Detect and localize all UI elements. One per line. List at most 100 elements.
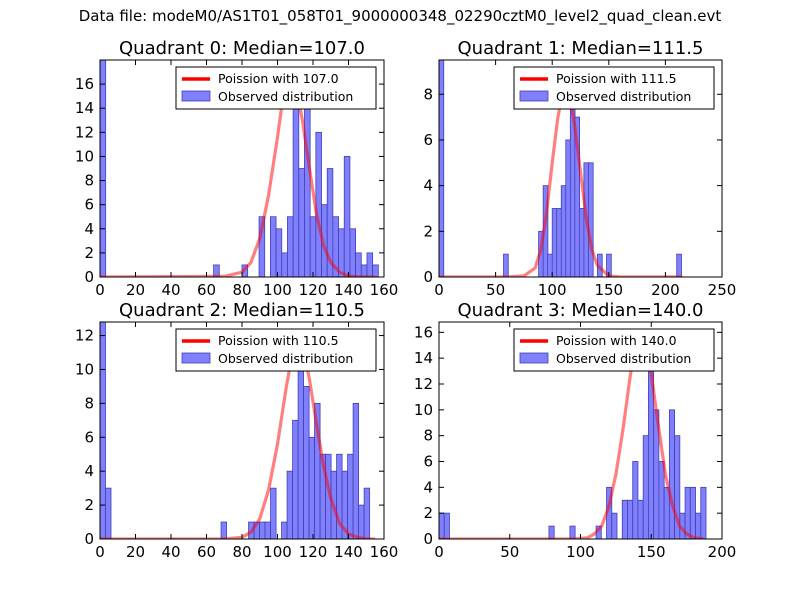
legend-bar-swatch — [181, 90, 211, 102]
histogram-bar — [358, 504, 365, 539]
x-tick-label: 100 — [538, 281, 567, 299]
histogram-bar — [372, 264, 379, 277]
histogram-bar — [281, 252, 288, 277]
histogram-bar — [292, 419, 299, 539]
histogram-bar — [578, 208, 585, 277]
legend-box — [175, 66, 377, 110]
x-tick-label: 0 — [95, 281, 105, 299]
x-tick-label: 200 — [708, 543, 737, 561]
histogram-bar — [569, 525, 576, 539]
histogram-bar — [668, 409, 675, 539]
chart-title: Quadrant 3: Median=140.0 — [458, 300, 704, 321]
y-tick-label: 6 — [423, 131, 433, 149]
x-tick-label: 150 — [637, 543, 666, 561]
legend-label-observed: Observed distribution — [218, 89, 353, 104]
legend-label-poisson: Poission with 110.5 — [218, 333, 339, 348]
histogram-bar — [269, 216, 277, 277]
histogram-bar — [315, 131, 322, 277]
histogram-bar — [443, 512, 450, 539]
histogram-bar — [548, 525, 555, 539]
x-tick-label: 20 — [126, 543, 145, 561]
legend-bar-swatch — [519, 90, 549, 102]
x-tick-label: 150 — [594, 281, 623, 299]
y-tick-label: 14 — [75, 99, 94, 117]
histogram-bar — [343, 156, 351, 277]
x-tick-label: 100 — [263, 281, 292, 299]
histogram-bar — [270, 487, 277, 539]
x-tick-label: 140 — [334, 281, 363, 299]
histogram-bar — [259, 521, 266, 539]
legend-label-poisson: Poission with 111.5 — [556, 71, 677, 86]
legend-box — [175, 328, 377, 372]
histogram-bar — [297, 352, 304, 539]
histogram-bar — [366, 252, 374, 277]
x-tick-label: 250 — [708, 281, 737, 299]
histogram-bar — [309, 216, 317, 277]
histogram-bar — [286, 470, 293, 539]
chart-title: Quadrant 0: Median=107.0 — [119, 38, 365, 59]
histogram-bar — [287, 216, 294, 277]
x-tick-label: 120 — [299, 281, 328, 299]
legend: Poission with 140.0 Observed distribution — [513, 328, 715, 372]
legend: Poission with 107.0 Observed distribution — [175, 66, 377, 110]
histogram-bar — [658, 461, 665, 539]
histogram-bar — [627, 499, 634, 539]
histogram-bar — [551, 208, 558, 277]
legend-label-observed: Observed distribution — [556, 351, 691, 366]
histogram-bar — [360, 264, 368, 277]
y-tick-label: 0 — [84, 268, 94, 286]
x-tick-label: 60 — [197, 281, 216, 299]
legend: Poission with 110.5 Observed distribution — [175, 328, 377, 372]
y-tick-label: 12 — [75, 327, 94, 345]
histogram-bar — [100, 60, 107, 277]
y-tick-label: 4 — [84, 220, 94, 238]
chart-panel-1: 0 50 100 150 200 250 0 2 4 6 8 Quadrant 1: Median=1… — [423, 38, 736, 299]
y-tick-label: 16 — [75, 75, 94, 93]
histogram-bar — [303, 386, 310, 539]
chart-panel-0: 0 20 40 60 80 100 120 140 160 0 2 4 6 8 10 12 14 16 Quadra… — [75, 38, 398, 299]
y-tick-label: 4 — [423, 478, 433, 496]
y-tick-label: 10 — [414, 401, 433, 419]
histogram-bar — [220, 521, 227, 539]
x-tick-label: 40 — [161, 281, 180, 299]
y-tick-label: 6 — [84, 196, 94, 214]
histogram-bar — [611, 512, 618, 539]
y-tick-label: 2 — [423, 222, 433, 240]
x-tick-label: 140 — [334, 543, 363, 561]
y-tick-label: 16 — [414, 323, 433, 341]
y-tick-label: 10 — [75, 147, 94, 165]
histogram-bar — [689, 486, 696, 539]
x-tick-label: 40 — [161, 543, 180, 561]
x-tick-label: 80 — [232, 281, 251, 299]
histogram-bar — [258, 216, 266, 277]
y-tick-label: 12 — [414, 375, 433, 393]
histogram-bar — [100, 322, 106, 539]
histogram-bar — [349, 228, 357, 277]
x-tick-label: 50 — [486, 281, 505, 299]
histogram-bar — [347, 453, 354, 539]
y-tick-label: 8 — [423, 85, 433, 103]
figure-suptitle: Data file: modeM0/AS1T01_058T01_90000003… — [78, 7, 722, 25]
histogram-bar — [308, 436, 315, 539]
chart-title: Quadrant 1: Median=111.5 — [458, 38, 704, 59]
histogram-bar — [700, 486, 707, 539]
y-tick-label: 6 — [84, 428, 94, 446]
histogram-bar — [105, 487, 112, 539]
axes-frame — [438, 59, 723, 278]
x-tick-label: 0 — [434, 543, 444, 561]
chart-title: Quadrant 2: Median=110.5 — [119, 300, 365, 321]
histogram-bar — [213, 264, 220, 277]
histogram-bar — [606, 253, 612, 277]
y-tick-label: 8 — [423, 427, 433, 445]
y-tick-label: 8 — [84, 172, 94, 190]
y-tick-label: 4 — [84, 462, 94, 480]
legend-label-poisson: Poission with 140.0 — [556, 333, 677, 348]
legend-bar-swatch — [519, 352, 549, 364]
y-tick-label: 0 — [423, 268, 433, 286]
histogram-bar — [560, 185, 567, 277]
histogram-bar — [632, 461, 639, 539]
histogram-bar — [355, 252, 362, 277]
legend-label-poisson: Poission with 107.0 — [218, 71, 339, 86]
x-tick-label: 0 — [434, 281, 444, 299]
